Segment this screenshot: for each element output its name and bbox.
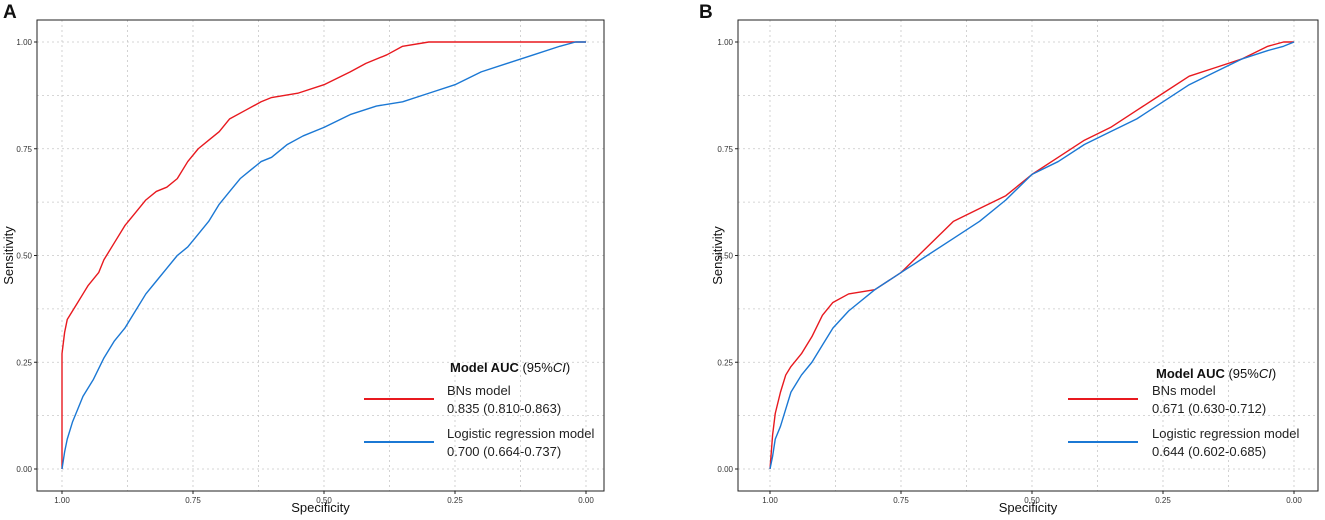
y-tick-label: 0.25 — [717, 358, 733, 367]
x-tick-label: 0.00 — [578, 496, 594, 505]
x-tick-label: 0.00 — [1286, 496, 1302, 505]
legend-entry-auc: 0.644 (0.602-0.685) — [1152, 444, 1266, 459]
panel-a: 1.00 0.75 0.50 0.25 0.00 0.00 0.25 0.50 0.75 1.00… — [1, 2, 605, 515]
legend-title-bold: Model AUC — [450, 360, 519, 375]
y-tick-label: 0.75 — [16, 145, 32, 154]
legend-title-ci: CI — [553, 360, 566, 375]
legend: Model AUC (95%CI) BNs model 0.671 (0.630-0… — [1068, 366, 1300, 459]
legend-title-ci-close: ) — [566, 360, 570, 375]
legend-title: Model AUC (95%CI) — [450, 360, 570, 375]
series-group — [61, 41, 586, 470]
legend-entry-name: Logistic regression model — [447, 426, 595, 441]
x-axis-title: Specificity — [999, 500, 1058, 515]
legend-entry-auc: 0.671 (0.630-0.712) — [1152, 401, 1266, 416]
x-axis-title: Specificity — [291, 500, 350, 515]
series-line-logistic-regression-model — [769, 41, 1295, 470]
legend-entry-name: BNs model — [447, 383, 511, 398]
panel-label: B — [699, 2, 713, 23]
legend-title-ci-close: ) — [1272, 366, 1276, 381]
y-tick-label: 0.50 — [16, 252, 32, 261]
x-tick-label: 0.25 — [1155, 496, 1171, 505]
panel-label: A — [3, 2, 17, 23]
legend-title-ci: CI — [1259, 366, 1272, 381]
x-tick-label: 0.50 — [316, 496, 332, 505]
x-tick-label: 1.00 — [54, 496, 70, 505]
y-tick-label: 1.00 — [717, 38, 733, 47]
legend-title-ci-open: (95% — [1225, 366, 1259, 381]
legend-title-bold: Model AUC — [1156, 366, 1225, 381]
y-tick-label: 0.75 — [717, 145, 733, 154]
legend: Model AUC (95%CI) BNs model 0.835 (0.810-0… — [364, 360, 595, 459]
series-group — [769, 41, 1295, 470]
legend-entry-name: Logistic regression model — [1152, 426, 1300, 441]
y-tick-label: 0.00 — [717, 465, 733, 474]
x-tick-label: 1.00 — [762, 496, 778, 505]
x-tick-label: 0.25 — [447, 496, 463, 505]
grid — [738, 20, 1318, 491]
y-axis-title: Sensitivity — [710, 226, 725, 285]
y-tick-label: 0.25 — [16, 358, 32, 367]
legend-title-ci-open: (95% — [519, 360, 553, 375]
series-line-bns-model — [769, 41, 1294, 470]
legend-entry-name: BNs model — [1152, 383, 1216, 398]
x-tick-label: 0.75 — [185, 496, 201, 505]
x-tick-label: 0.75 — [893, 496, 909, 505]
y-tick-label: 0.00 — [16, 465, 32, 474]
series-line-bns-model — [61, 41, 586, 469]
legend-title: Model AUC (95%CI) — [1156, 366, 1276, 381]
x-tick-label: 0.50 — [1024, 496, 1040, 505]
series-line-logistic-regression-model — [61, 41, 586, 470]
y-tick-label: 1.00 — [16, 38, 32, 47]
legend-entry-auc: 0.835 (0.810-0.863) — [447, 401, 561, 416]
panel-b: 1.00 0.75 0.50 0.25 0.00 0.00 0.25 0.50 0.75 1.00… — [699, 2, 1319, 515]
y-tick-label: 0.50 — [717, 252, 733, 261]
legend-entry-auc: 0.700 (0.664-0.737) — [447, 444, 561, 459]
grid — [37, 20, 604, 491]
y-axis-title: Sensitivity — [1, 226, 16, 285]
